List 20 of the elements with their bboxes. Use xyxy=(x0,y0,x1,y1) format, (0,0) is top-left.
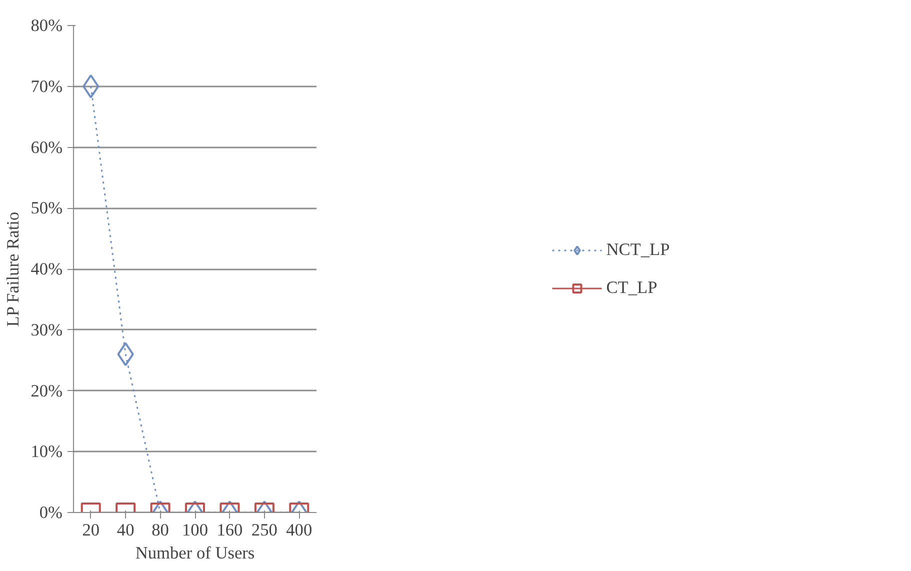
legend-label: NCT_LP xyxy=(606,240,670,260)
y-tick-label: 20% xyxy=(30,381,63,400)
y-tick-label: 70% xyxy=(30,76,63,96)
y-tick-label: 10% xyxy=(30,442,63,462)
y-tick-label: 0% xyxy=(39,503,63,522)
y-axis-title: LP Failure Ratio xyxy=(4,212,23,327)
x-tick-label: 400 xyxy=(286,520,312,540)
y-tick-label: 50% xyxy=(30,198,63,218)
y-tick-label: 60% xyxy=(30,138,63,157)
x-tick-label: 20 xyxy=(82,520,100,540)
y-tick-label: 80% xyxy=(30,16,63,35)
legend-label: CT_LP xyxy=(606,278,658,298)
x-tick-label: 250 xyxy=(251,520,278,540)
x-tick-label: 160 xyxy=(216,520,243,540)
x-tick-label: 80 xyxy=(152,520,169,540)
y-tick-label: 30% xyxy=(30,320,63,340)
x-tick-label: 40 xyxy=(116,520,134,540)
y-tick-label: 40% xyxy=(30,260,63,278)
x-tick-label: 100 xyxy=(182,520,208,540)
x-axis-title: Number of Users xyxy=(135,544,255,562)
